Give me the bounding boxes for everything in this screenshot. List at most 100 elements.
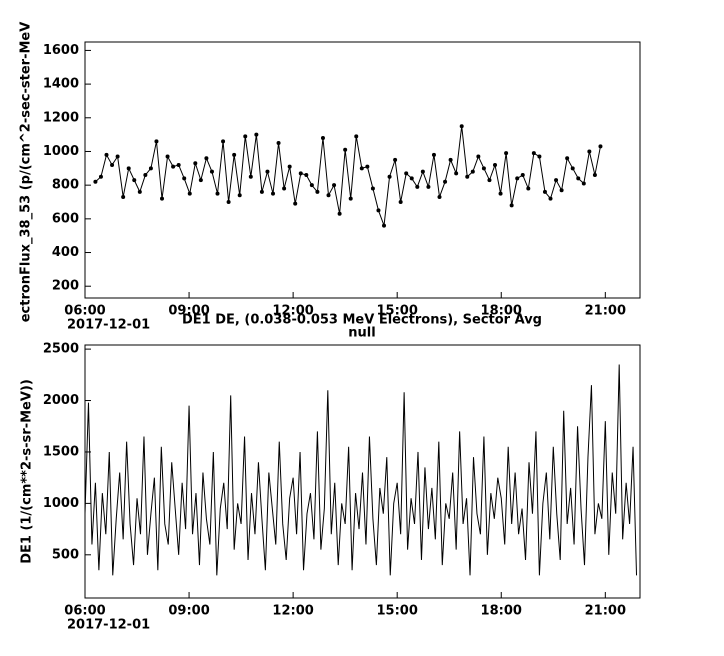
y-tick-label: 400 <box>52 245 79 260</box>
point <box>160 196 165 201</box>
date-label: 2017-12-01 <box>67 618 150 633</box>
point <box>437 194 442 199</box>
point <box>204 156 209 161</box>
date-label: 2017-12-01 <box>67 318 150 333</box>
point <box>98 174 103 179</box>
y-tick-label: 2500 <box>43 342 79 357</box>
point <box>276 141 281 146</box>
point <box>165 154 170 159</box>
point <box>154 139 159 144</box>
y-tick-label: 1400 <box>43 77 79 92</box>
point <box>309 183 314 188</box>
point <box>370 186 375 191</box>
y-axis-label: ectronFlux_38_53 (p/(cm^2-sec-ster-MeV <box>19 22 34 323</box>
point <box>520 173 525 178</box>
point <box>132 178 137 183</box>
point <box>121 194 126 199</box>
point <box>454 171 459 176</box>
y-tick-label: 1200 <box>43 110 79 125</box>
x-tick-label: 18:00 <box>481 304 522 319</box>
y-tick-label: 200 <box>52 279 79 294</box>
point <box>554 178 559 183</box>
point <box>143 173 148 178</box>
point <box>93 179 98 184</box>
point <box>348 196 353 201</box>
point <box>420 169 425 174</box>
chart-title: DE1 DE, (0.038-0.053 MeV Electrons), Sec… <box>182 313 542 328</box>
point <box>259 189 264 194</box>
point <box>265 169 270 174</box>
point <box>359 166 364 171</box>
point <box>343 147 348 152</box>
point <box>126 166 131 171</box>
point <box>476 154 481 159</box>
point <box>493 162 498 167</box>
point <box>459 124 464 129</box>
point <box>176 162 181 167</box>
x-tick-label: 12:00 <box>272 304 313 319</box>
y-tick-label: 800 <box>52 178 79 193</box>
point <box>193 161 198 166</box>
point <box>404 171 409 176</box>
y-tick-label: 1500 <box>43 444 79 459</box>
x-tick-label: 21:00 <box>585 304 626 319</box>
plot-frame <box>84 344 641 599</box>
point <box>271 191 276 196</box>
point <box>315 189 320 194</box>
y-tick-label: 600 <box>52 211 79 226</box>
point <box>548 196 553 201</box>
point <box>393 157 398 162</box>
point <box>443 179 448 184</box>
point <box>248 174 253 179</box>
point <box>481 166 486 171</box>
point <box>304 173 309 178</box>
point <box>515 176 520 181</box>
point <box>337 211 342 216</box>
point <box>282 186 287 191</box>
x-tick-label: 09:00 <box>168 304 209 319</box>
point <box>431 152 436 157</box>
point <box>104 152 109 157</box>
point <box>542 189 547 194</box>
point <box>537 154 542 159</box>
y-axis-label: DE1 (1/(cm**2-s-sr-MeV)) <box>20 379 35 564</box>
point <box>487 178 492 183</box>
y-tick-label: 1600 <box>43 43 79 58</box>
point <box>209 169 214 174</box>
point <box>110 162 115 167</box>
x-tick-label: 09:00 <box>168 604 209 619</box>
x-tick-label: 15:00 <box>376 604 417 619</box>
point <box>415 184 420 189</box>
point <box>320 136 325 140</box>
point <box>221 139 226 144</box>
point <box>198 178 203 183</box>
point <box>287 164 292 169</box>
point <box>326 193 331 198</box>
point <box>137 189 142 194</box>
point <box>354 134 359 139</box>
y-tick-label: 2000 <box>43 393 79 408</box>
point <box>237 193 242 198</box>
point <box>232 152 237 157</box>
x-tick-label: 12:00 <box>272 604 313 619</box>
point <box>187 191 192 196</box>
series-line <box>84 364 638 576</box>
point <box>598 144 603 149</box>
point <box>171 164 176 169</box>
point <box>470 169 475 174</box>
point <box>387 174 392 179</box>
point <box>398 200 403 204</box>
y-tick-label: 1000 <box>43 144 79 159</box>
point <box>570 166 575 171</box>
point <box>382 223 387 228</box>
x-tick-label: 06:00 <box>64 604 105 619</box>
point <box>293 201 298 206</box>
point <box>559 188 564 193</box>
chart-subtitle: null <box>348 326 375 341</box>
point <box>298 171 303 176</box>
point <box>498 191 503 196</box>
point <box>504 151 509 156</box>
point <box>215 191 220 196</box>
point <box>182 176 187 181</box>
point <box>409 176 414 181</box>
